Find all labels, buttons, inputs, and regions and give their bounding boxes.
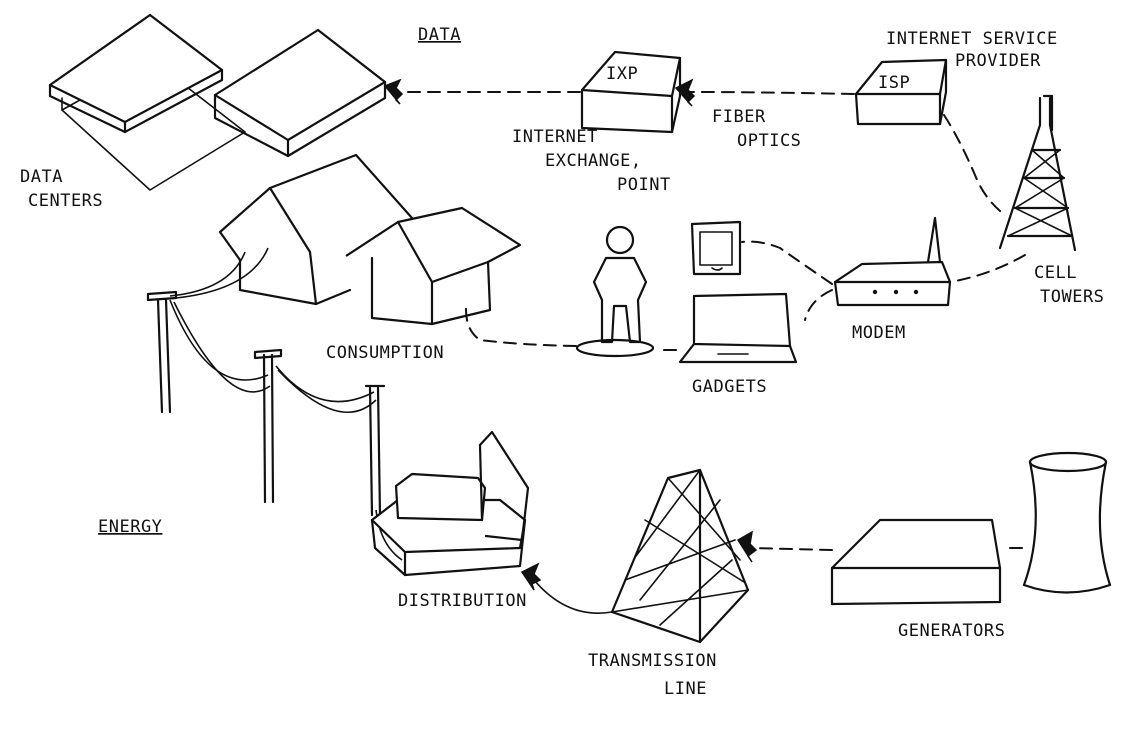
- label-gadgets: GADGETS: [692, 377, 767, 397]
- line-transmission-distribution: [529, 574, 613, 614]
- label-cell-towers-line1: CELL: [1034, 263, 1077, 283]
- houses-illustration: [218, 153, 522, 326]
- distribution-illustration: [370, 430, 530, 577]
- label-fiber-optics-line2: OPTICS: [737, 131, 801, 151]
- arrow-into-ixp-icon: [674, 78, 696, 107]
- label-transmission-line1: TRANSMISSION: [588, 651, 717, 671]
- ixp-box-label: IXP: [606, 64, 638, 84]
- label-transmission-line2: LINE: [664, 679, 707, 699]
- label-isp-line1: INTERNET SERVICE: [886, 29, 1058, 49]
- cooling-tower-illustration: [1022, 451, 1112, 594]
- label-ixp-line2: EXCHANGE,: [545, 151, 642, 171]
- label-data-centers-line2: CENTERS: [28, 191, 103, 211]
- label-generators: GENERATORS: [898, 621, 1005, 641]
- label-isp-line2: PROVIDER: [955, 51, 1041, 71]
- isp-box: ISP: [854, 58, 948, 126]
- transmission-tower-illustration: [610, 468, 750, 644]
- label-modem: MODEM: [852, 323, 906, 343]
- arrow-into-datacenter-icon: [383, 78, 404, 105]
- link-celltower-modem: [949, 254, 1026, 283]
- link-modem-tablet: [741, 240, 833, 285]
- link-person-consumption: [464, 305, 577, 347]
- laptop-illustration: [678, 292, 798, 364]
- ixp-box: IXP: [580, 50, 682, 134]
- link-modem-laptop: [804, 289, 833, 321]
- label-ixp-line1: INTERNET: [512, 127, 598, 147]
- label-data-centers-line1: DATA: [20, 167, 63, 187]
- link-isp-celltower: [943, 114, 1006, 216]
- label-cell-towers-line2: TOWERS: [1040, 287, 1104, 307]
- arrow-into-transmission-icon: [736, 530, 758, 563]
- section-label-data: DATA: [418, 25, 461, 45]
- label-consumption: CONSUMPTION: [326, 343, 444, 363]
- person-illustration: [575, 225, 655, 358]
- link-isp-ixp: [689, 91, 855, 95]
- label-ixp-line3: POINT: [617, 175, 671, 195]
- tablet-illustration: [690, 220, 742, 276]
- label-distribution: DISTRIBUTION: [398, 591, 527, 611]
- arrow-into-distribution-icon: [520, 562, 542, 591]
- modem-illustration: [833, 216, 952, 307]
- label-fiber-optics-line1: FIBER: [712, 107, 766, 127]
- link-generator-transmission: [751, 547, 833, 551]
- section-label-energy: ENERGY: [98, 517, 162, 537]
- generator-illustration: [830, 518, 1002, 606]
- power-poles-illustration: [146, 247, 403, 561]
- data-centers-illustration: [48, 13, 387, 191]
- isp-box-label: ISP: [878, 73, 910, 93]
- cell-tower-illustration: [998, 94, 1077, 252]
